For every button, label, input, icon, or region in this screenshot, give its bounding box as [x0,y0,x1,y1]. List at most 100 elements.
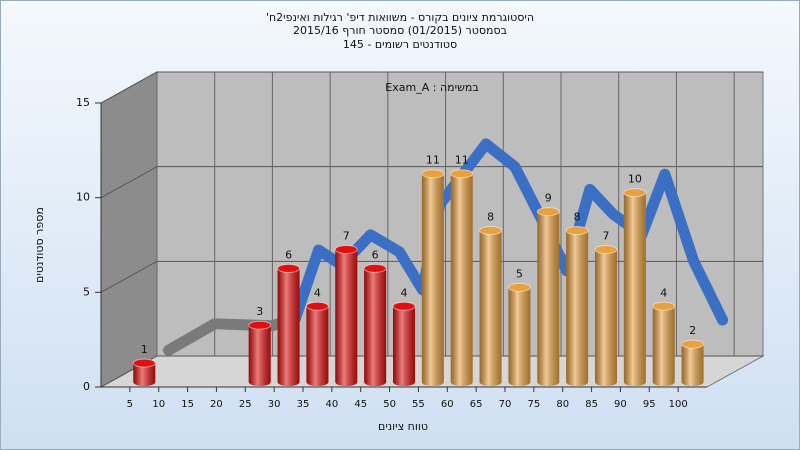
x-tick-label: 75 [527,399,540,410]
bar-top [248,320,272,330]
grid-line [100,71,158,104]
value-label: 10 [628,173,642,186]
bar [392,301,416,386]
bar-shine [248,325,271,386]
bar-shine [364,268,387,386]
side-wall [100,71,158,388]
bar [334,244,358,386]
bar-shine [537,211,560,386]
bar [450,169,474,386]
bar [277,263,301,386]
grid-line [100,166,158,199]
y-tick-label: 0 [83,380,90,393]
bar [681,339,705,386]
bar-shine [133,363,156,386]
value-label: 11 [455,154,469,167]
bar [507,282,531,387]
y-tick-label: 15 [76,96,90,109]
bar [652,301,676,386]
x-tick-label: 10 [152,399,165,410]
ribbon-line [290,138,729,326]
bars: 1 3 6 4 7 6 4 11 11 8 5 9 8 7 10 4 2 [132,154,705,387]
bar-shine [393,306,415,386]
bar-top [334,244,358,254]
value-label: 5 [516,267,523,280]
x-tick-label: 100 [669,399,688,410]
bar-top [536,207,560,217]
x-tick-label: 65 [470,399,483,410]
bar [132,358,156,386]
value-label: 9 [545,192,552,205]
x-tick-label: 50 [383,399,396,410]
bar-shine [652,306,675,386]
bar-shine [595,249,617,386]
x-tick-label: 60 [441,399,454,410]
x-tick-label: 20 [210,399,223,410]
bar [536,207,560,386]
bar-top [421,169,445,179]
bar-shine [479,230,502,386]
bar [248,320,272,386]
bar [479,226,503,386]
bar-shine [277,268,300,386]
bar-top [277,263,301,273]
bar [363,263,387,386]
grid-line [100,260,158,293]
x-tick-label: 35 [297,399,310,410]
value-label: 6 [372,248,379,261]
value-label: 6 [285,248,292,261]
bar-top [681,339,705,349]
bar-top [623,188,647,198]
x-tick-label: 85 [585,399,598,410]
bar-top [132,358,156,368]
x-tick-label: 15 [181,399,194,410]
value-label: 3 [256,305,263,318]
bar [623,188,647,386]
x-tick-label: 30 [268,399,281,410]
x-tick-label: 40 [325,399,338,410]
value-label: 8 [574,211,581,224]
value-label: 8 [487,211,494,224]
bar-shine [623,192,646,386]
bar-shine [566,230,589,386]
x-tick-label: 45 [354,399,367,410]
x-tick-label: 90 [614,399,627,410]
bar [594,244,618,386]
bar-shine [450,173,473,386]
title-line: סטודנטים רשומים - 145 [343,38,457,51]
bar [565,226,589,386]
value-label: 7 [603,229,610,242]
bar-shine [335,249,358,386]
x-axis-label: טווח ציונים [378,420,428,433]
y-tick-label: 10 [76,191,90,204]
x-tick-label: 5 [127,399,133,410]
title-line: היסטוגרמת ציונים בקורס - משוואות דיפ' רג… [266,11,534,24]
bar-top [594,244,618,254]
bar-top [392,301,416,311]
bar-top [652,301,676,311]
bar-shine [421,173,444,386]
bar-top [450,169,474,179]
value-label: 4 [314,286,321,299]
x-tick-label: 95 [643,399,656,410]
bar-shine [681,344,704,386]
y-axis-label: מספר סטודנטים [33,207,46,283]
annotation: במשימה : Exam_A [385,81,478,94]
value-label: 2 [689,324,696,337]
x-tick-label: 80 [556,399,569,410]
bar-top [479,226,503,236]
bar-shine [508,287,531,387]
y-tick-label: 5 [83,285,90,298]
x-tick-label: 25 [239,399,252,410]
value-label: 4 [660,286,667,299]
bar-shine [306,306,329,386]
value-label: 1 [141,343,148,356]
value-label: 4 [401,286,408,299]
value-label: 7 [343,229,350,242]
x-tick-label: 55 [412,399,425,410]
value-label: 11 [426,154,440,167]
title-line: בסמסטר (01/2015) סמסטר חורף 2015/16 [293,24,507,37]
x-tick-label: 70 [499,399,512,410]
bar [421,169,445,386]
